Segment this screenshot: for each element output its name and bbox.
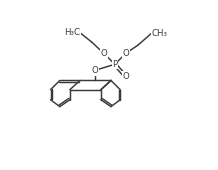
Text: O: O [100, 49, 107, 58]
Text: P: P [112, 60, 117, 69]
Text: H₃C: H₃C [64, 28, 80, 37]
Text: O: O [122, 49, 129, 58]
Text: O: O [91, 66, 98, 75]
Text: O: O [122, 72, 129, 81]
Text: CH₃: CH₃ [151, 29, 167, 38]
